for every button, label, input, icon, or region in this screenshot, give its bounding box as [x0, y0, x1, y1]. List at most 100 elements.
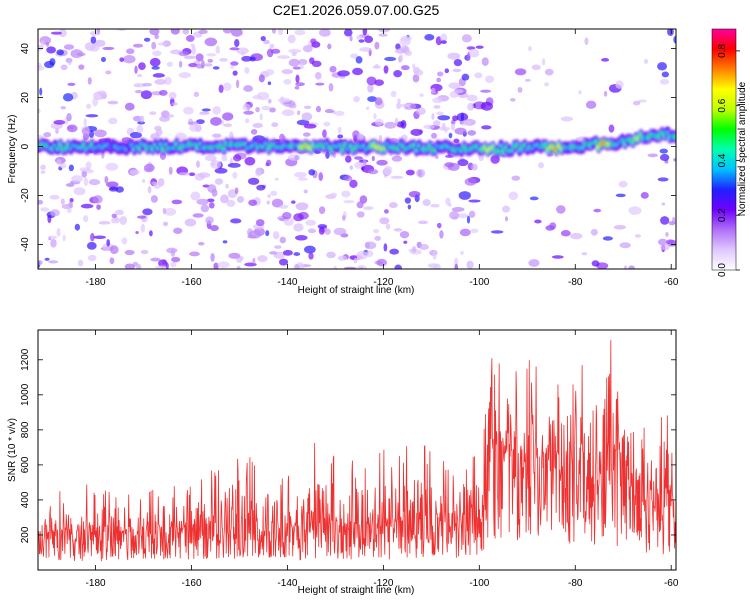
colorbar-tick-label: 0.2: [717, 208, 728, 222]
noise-blob: [393, 228, 403, 232]
noise-blob: [50, 238, 57, 248]
noise-blob: [373, 112, 377, 120]
y-tick-label: 20: [20, 92, 31, 104]
noise-blob: [447, 52, 461, 60]
noise-blob: [206, 53, 217, 57]
noise-blob: [48, 260, 59, 264]
noise-blob: [269, 43, 275, 49]
noise-blob: [261, 105, 271, 111]
noise-blob: [150, 133, 160, 140]
noise-blob: [166, 247, 178, 254]
noise-blob: [38, 199, 44, 205]
noise-blob: [422, 198, 431, 207]
noise-blob: [322, 129, 327, 138]
noise-blob: [164, 207, 177, 216]
noise-blob: [400, 65, 410, 71]
noise-blob: [490, 154, 500, 164]
noise-blob: [296, 110, 301, 116]
noise-blob: [150, 195, 158, 203]
noise-blob: [124, 263, 135, 269]
spectrogram-y-axis: -40 -20 0 20 40: [20, 43, 676, 252]
noise-blob: [92, 195, 103, 204]
noise-blob: [137, 74, 143, 78]
noise-blob: [152, 50, 162, 57]
noise-blob: [142, 208, 153, 216]
noise-blob: [219, 58, 228, 62]
noise-blob: [162, 221, 169, 227]
noise-blob: [291, 51, 297, 57]
noise-blob: [356, 201, 364, 209]
noise-blob: [310, 38, 317, 44]
noise-blob: [471, 163, 478, 171]
noise-blob: [660, 243, 670, 251]
noise-blob: [266, 48, 274, 58]
noise-blob: [308, 169, 316, 176]
noise-blob: [517, 86, 523, 93]
noise-blob: [71, 175, 83, 183]
noise-blob: [301, 112, 313, 121]
noise-blob: [236, 47, 249, 55]
noise-blob: [353, 257, 358, 264]
noise-blob: [660, 216, 670, 225]
colorbar-tick-label: 0.8: [717, 44, 728, 58]
noise-blob: [49, 194, 60, 200]
noise-blob: [225, 183, 229, 189]
noise-blob: [466, 94, 478, 102]
noise-blob: [67, 207, 72, 213]
noise-blob: [201, 59, 205, 69]
noise-blob: [73, 187, 86, 196]
x-tick-label: -140: [277, 277, 297, 288]
noise-blob: [508, 191, 519, 201]
noise-blob: [439, 230, 444, 239]
noise-blob: [83, 118, 87, 127]
noise-blob: [236, 196, 245, 203]
noise-blob: [165, 262, 169, 269]
noise-blob: [230, 65, 235, 69]
noise-blob: [661, 71, 670, 78]
noise-blob: [454, 257, 459, 266]
noise-blob: [259, 113, 263, 121]
noise-blob: [383, 165, 393, 175]
noise-blob: [304, 245, 316, 254]
noise-blob: [267, 81, 272, 86]
noise-blob: [252, 257, 256, 265]
noise-blob: [263, 39, 270, 45]
noise-blob: [416, 107, 426, 115]
noise-blob: [603, 90, 608, 97]
noise-blob: [394, 117, 399, 126]
noise-blob: [269, 251, 278, 255]
noise-blob: [45, 41, 50, 47]
noise-blob: [400, 35, 412, 42]
noise-blob: [214, 167, 228, 174]
noise-blob: [278, 29, 284, 36]
noise-blob: [444, 68, 450, 74]
noise-blob: [38, 259, 43, 266]
noise-blob: [502, 205, 511, 213]
noise-blob: [354, 156, 363, 160]
noise-blob: [154, 79, 167, 85]
noise-blob: [98, 220, 111, 225]
noise-blob: [376, 159, 388, 166]
noise-blob: [297, 177, 308, 181]
x-tick-label: -120: [373, 277, 393, 288]
noise-blob: [269, 107, 276, 113]
noise-blob: [178, 60, 183, 68]
noise-blob: [255, 219, 265, 227]
noise-blob: [171, 199, 183, 205]
noise-blob: [242, 103, 251, 111]
noise-blob: [93, 235, 106, 240]
noise-blob: [255, 167, 261, 177]
noise-blob: [342, 175, 353, 182]
noise-blob: [56, 159, 62, 166]
noise-blob: [283, 78, 292, 85]
noise-blob: [305, 219, 316, 226]
noise-blob: [449, 211, 460, 220]
noise-blob: [337, 134, 344, 139]
noise-blob: [467, 102, 475, 111]
noise-blob: [119, 57, 125, 62]
spectrogram-frame: [37, 28, 677, 270]
noise-blob: [470, 228, 479, 234]
noise-blob: [40, 170, 46, 174]
snr-y-axis-label: SNR (10 * v/v): [7, 418, 18, 482]
figure-title: C2E1.2026.059.07.00.G25: [273, 2, 440, 18]
